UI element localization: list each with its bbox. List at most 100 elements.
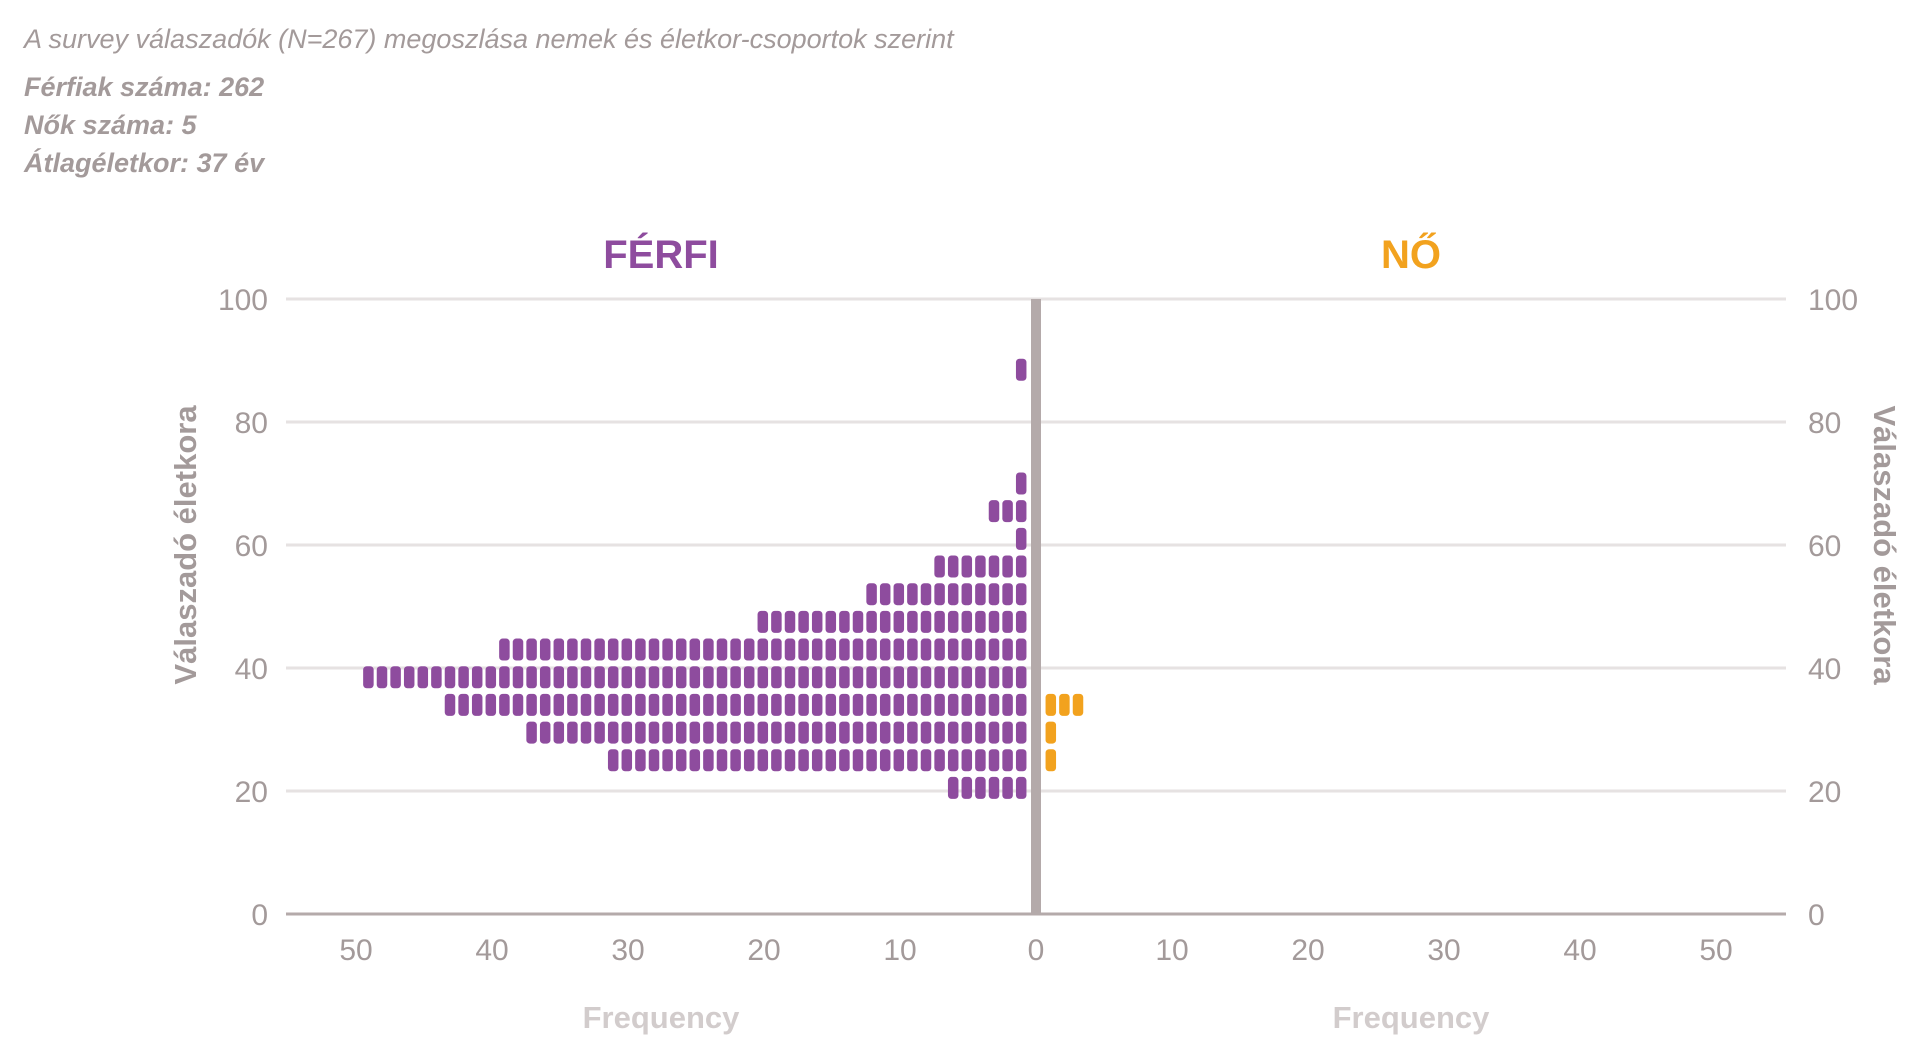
male-frequency-cell — [934, 749, 945, 772]
male-frequency-cell — [934, 693, 945, 716]
male-frequency-cell — [594, 638, 605, 661]
male-frequency-cell — [961, 555, 973, 578]
male-frequency-cell — [730, 666, 741, 689]
male-frequency-cell — [784, 693, 796, 716]
male-frequency-cell — [784, 610, 796, 633]
male-frequency-cell — [988, 638, 1000, 661]
male-frequency-cell — [376, 666, 388, 689]
male-frequency-cell — [1002, 749, 1013, 772]
male-frequency-cell — [417, 666, 429, 689]
y-tick-label-right: 40 — [1808, 653, 1841, 686]
male-frequency-cell — [893, 610, 905, 633]
male-frequency-cell — [567, 666, 578, 689]
male-frequency-cell — [866, 666, 877, 689]
male-frequency-cell — [648, 638, 660, 661]
male-frequency-cell — [539, 693, 551, 716]
male-frequency-cell — [988, 666, 1000, 689]
male-frequency-cell — [1015, 721, 1027, 744]
male-frequency-cell — [471, 666, 483, 689]
male-frequency-cell — [471, 693, 483, 716]
male-frequency-cell — [866, 610, 877, 633]
y-tick-label-right: 0 — [1808, 899, 1825, 932]
male-frequency-cell — [458, 666, 469, 689]
male-frequency-cell — [1002, 583, 1013, 606]
male-frequency-cell — [771, 693, 782, 716]
male-frequency-cell — [947, 666, 959, 689]
male-frequency-cell — [567, 721, 578, 744]
x-axis-label-right: Frequency — [1333, 1000, 1491, 1035]
male-frequency-cell — [1002, 666, 1013, 689]
male-frequency-cell — [403, 666, 415, 689]
y-axis-label-left: Válaszadó életkora — [168, 405, 203, 685]
axes — [286, 299, 1786, 916]
male-frequency-cell — [961, 610, 973, 633]
male-frequency-cell — [553, 693, 565, 716]
male-frequency-cell — [757, 721, 769, 744]
male-frequency-cell — [1015, 610, 1027, 633]
male-frequency-cell — [635, 721, 646, 744]
female-frequency-cell — [1045, 721, 1057, 744]
male-frequency-cell — [689, 666, 701, 689]
male-frequency-cell — [662, 666, 673, 689]
male-frequency-cell — [975, 583, 986, 606]
male-frequency-cell — [526, 721, 537, 744]
male-frequency-cell — [988, 610, 1000, 633]
male-frequency-cell — [866, 693, 877, 716]
male-frequency-cell — [839, 610, 850, 633]
male-frequency-cell — [988, 776, 1000, 799]
male-frequency-cell — [852, 638, 864, 661]
male-frequency-cell — [635, 666, 646, 689]
male-frequency-cell — [907, 638, 918, 661]
y-tick-label-left: 100 — [218, 284, 268, 317]
male-frequency-cell — [879, 610, 891, 633]
male-frequency-cell — [730, 749, 741, 772]
male-frequency-cell — [893, 666, 905, 689]
male-frequency-cell — [621, 721, 633, 744]
male-frequency-cell — [798, 721, 809, 744]
male-frequency-cell — [1015, 666, 1027, 689]
male-frequency-cell — [934, 638, 945, 661]
male-frequency-cell — [703, 721, 714, 744]
male-frequency-cell — [961, 776, 973, 799]
male-frequency-cell — [716, 721, 728, 744]
male-frequency-cell — [975, 749, 986, 772]
male-frequency-cell — [743, 693, 755, 716]
x-tick-label-left: 10 — [883, 934, 916, 967]
x-tick-label-right: 30 — [1427, 934, 1460, 967]
male-frequency-cell — [975, 776, 986, 799]
male-frequency-cell — [866, 638, 877, 661]
male-frequency-cell — [1002, 500, 1013, 523]
male-frequency-cell — [1015, 358, 1027, 381]
x-tick-label-center: 0 — [1028, 934, 1045, 967]
male-frequency-cell — [1015, 749, 1027, 772]
male-frequency-cell — [784, 638, 796, 661]
male-frequency-cell — [771, 666, 782, 689]
male-frequency-cell — [879, 721, 891, 744]
y-tick-label-left: 40 — [235, 653, 268, 686]
y-tick-label-right: 100 — [1808, 284, 1858, 317]
male-frequency-cell — [675, 749, 687, 772]
male-frequency-cell — [907, 583, 918, 606]
male-frequency-cell — [893, 583, 905, 606]
male-frequency-cell — [1002, 610, 1013, 633]
male-frequency-cell — [975, 666, 986, 689]
male-frequency-cell — [879, 749, 891, 772]
male-frequency-cell — [621, 693, 633, 716]
male-frequency-cell — [975, 610, 986, 633]
male-frequency-cell — [947, 610, 959, 633]
y-tick-label-right: 80 — [1808, 407, 1841, 440]
male-frequency-cell — [567, 638, 578, 661]
male-frequency-cell — [893, 638, 905, 661]
male-frequency-cell — [961, 583, 973, 606]
male-frequency-cell — [743, 749, 755, 772]
male-frequency-cell — [988, 500, 1000, 523]
male-frequency-cell — [607, 749, 619, 772]
male-frequency-cell — [811, 693, 823, 716]
male-frequency-cell — [825, 638, 837, 661]
male-frequency-cell — [458, 693, 469, 716]
male-frequency-cell — [635, 693, 646, 716]
male-frequency-cell — [798, 610, 809, 633]
male-frequency-cell — [539, 638, 551, 661]
male-frequency-cell — [784, 749, 796, 772]
male-frequency-cell — [743, 666, 755, 689]
